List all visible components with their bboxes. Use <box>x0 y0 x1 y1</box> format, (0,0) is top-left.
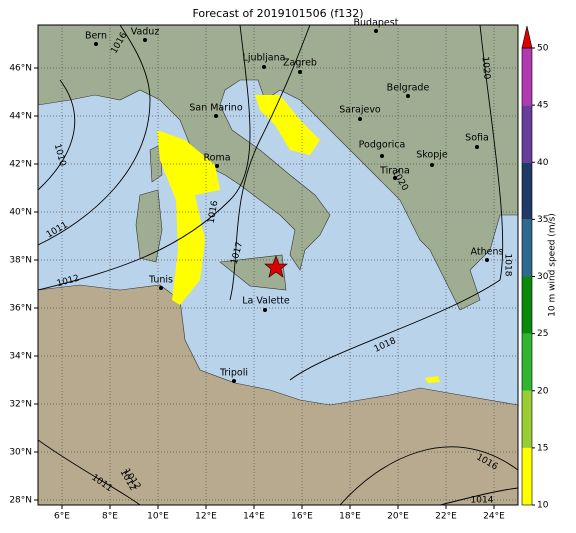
x-tick-label: 16°E <box>291 512 313 522</box>
colorbar-segment <box>522 105 532 163</box>
y-tick-label: 42°N <box>9 160 32 170</box>
city-label: Vaduz <box>131 27 160 38</box>
star-marker <box>264 255 288 278</box>
isobar-label: 1020 <box>480 56 492 80</box>
map-area <box>38 25 518 505</box>
colorbar-tick-label: 15 <box>537 443 548 453</box>
city-dot <box>215 164 219 168</box>
colorbar-tick-label: 40 <box>537 158 549 168</box>
y-tick-label: 32°N <box>9 400 32 410</box>
colorbar-segment <box>522 333 532 391</box>
y-tick-label: 36°N <box>9 304 32 314</box>
isobar-label: 1016 <box>207 200 221 225</box>
city-label: Ljubljana <box>243 53 286 64</box>
city-dot <box>232 379 236 383</box>
wind-patch <box>425 376 440 383</box>
colorbar-segment <box>522 219 532 277</box>
city-dot <box>358 117 362 121</box>
isobar <box>38 25 151 246</box>
city-label: Podgorica <box>359 140 406 151</box>
city-label: Skopje <box>416 150 448 161</box>
city-dot <box>485 258 489 262</box>
isobar <box>38 25 251 291</box>
colorbar-segment <box>522 390 532 448</box>
x-tick-label: 20°E <box>387 512 409 522</box>
colorbar-label: 10 m wind speed (m/s) <box>548 213 558 317</box>
city-label: Tripoli <box>219 368 248 379</box>
city-label: Belgrade <box>387 83 430 94</box>
city-dot <box>143 38 147 42</box>
colorbar-segment <box>522 48 532 106</box>
colorbar-segment <box>522 276 532 334</box>
x-tick-label: 22°E <box>435 512 457 522</box>
city-dot <box>406 94 410 98</box>
isobar <box>38 439 141 505</box>
city-label: Tunis <box>148 275 173 286</box>
isobar <box>439 487 518 505</box>
city-label: Tirana <box>379 166 410 177</box>
y-tick-label: 28°N <box>9 496 32 506</box>
isobar <box>38 79 76 191</box>
y-tick-label: 34°N <box>9 352 32 362</box>
y-tick-label: 46°N <box>9 64 32 74</box>
colorbar-tick-label: 35 <box>537 215 548 225</box>
city-label: Roma <box>203 153 230 164</box>
colorbar-tick-label: 25 <box>537 329 548 339</box>
city-dot <box>263 308 267 312</box>
city-dot <box>374 29 378 33</box>
city-label: San Marino <box>189 103 242 114</box>
isobar <box>289 25 504 381</box>
colorbar-extend <box>521 25 533 49</box>
x-tick-label: 12°E <box>195 512 217 522</box>
x-tick-label: 24°E <box>483 512 505 522</box>
city-dot <box>214 114 218 118</box>
europe <box>38 25 518 311</box>
title: Forecast of 2019101506 (f132) <box>192 7 363 20</box>
city-dot <box>298 70 302 74</box>
x-tick-label: 8°E <box>102 512 118 522</box>
city-dot <box>262 65 266 69</box>
y-tick-label: 30°N <box>9 448 32 458</box>
x-tick-label: 14°E <box>243 512 265 522</box>
isobar-label: 1014 <box>471 496 494 506</box>
x-tick-label: 18°E <box>339 512 361 522</box>
colorbar-tick-label: 50 <box>537 44 549 54</box>
wind-patch <box>255 95 320 155</box>
city-dot <box>159 286 163 290</box>
city-dot <box>475 145 479 149</box>
colorbar-segment <box>522 162 532 220</box>
x-tick-label: 6°E <box>54 512 70 522</box>
map-frame <box>37 24 519 506</box>
y-tick-label: 40°N <box>9 208 32 218</box>
isobar <box>339 446 518 505</box>
colorbar-segment <box>522 447 532 505</box>
wind-patch <box>157 130 220 305</box>
colorbar-tick-label: 20 <box>537 386 549 396</box>
city-label: Budapest <box>354 18 399 29</box>
colorbar-tick-label: 45 <box>537 101 548 111</box>
colorbar-tick-label: 10 <box>537 501 549 511</box>
isobar <box>229 25 311 301</box>
city-label: La Valette <box>242 296 290 307</box>
city-label: Athens <box>471 247 504 258</box>
city-label: Zagreb <box>283 58 317 69</box>
city-label: Sarajevo <box>339 105 381 116</box>
city-label: Bern <box>85 31 107 42</box>
y-tick-label: 44°N <box>9 112 32 122</box>
isobar-label: 1018 <box>503 254 513 277</box>
colorbar-tick-label: 30 <box>537 272 549 282</box>
city-dot <box>380 154 384 158</box>
city-dot <box>94 42 98 46</box>
x-tick-label: 10°E <box>147 512 169 522</box>
city-dot <box>430 163 434 167</box>
y-tick-label: 38°N <box>9 256 32 266</box>
city-dot <box>393 176 397 180</box>
corsica <box>149 144 163 183</box>
city-label: Sofia <box>465 133 489 144</box>
